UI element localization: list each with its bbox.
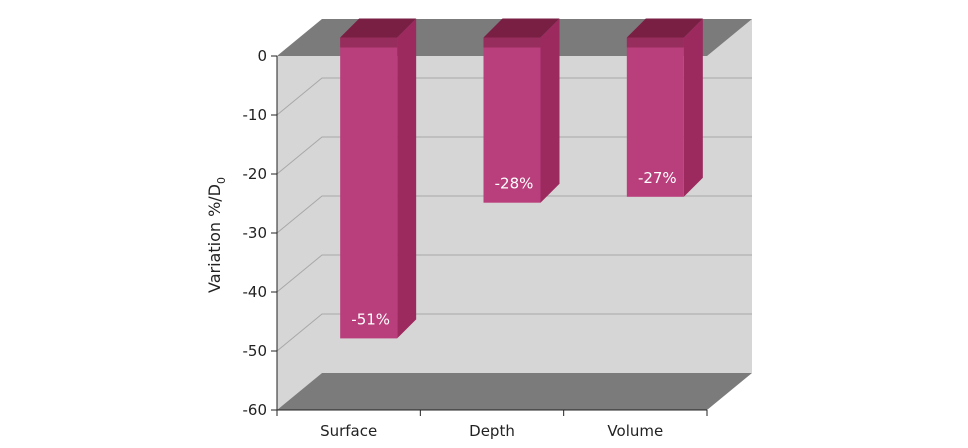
y-axis-title: Variation %/D0 [205, 177, 228, 293]
bar-depth: -28% [483, 18, 560, 203]
bar-top [626, 18, 703, 38]
bar-front [483, 37, 541, 203]
data-label: -51% [351, 310, 390, 328]
category-label: Volume [607, 422, 663, 440]
bar-side [683, 18, 703, 197]
gridline [276, 136, 752, 175]
bar-front [626, 37, 684, 197]
category-label: Depth [469, 422, 515, 440]
bar-front [340, 37, 398, 339]
category-labels: Surface Depth Volume [320, 422, 663, 440]
gridline [276, 195, 752, 234]
y-tick-label: -50 [243, 342, 268, 360]
y-tick-labels: 0 -10 -20 -30 -40 -50 -60 [243, 47, 268, 419]
bar-top [340, 18, 417, 38]
bar-cap [626, 37, 684, 48]
bar-top [483, 18, 560, 38]
y-tick-label: -10 [243, 106, 268, 124]
gridline [276, 254, 752, 293]
y-tick-label: 0 [257, 47, 267, 65]
y-tick-label: -20 [243, 165, 268, 183]
bar-volume: -27% [626, 18, 703, 197]
gridline [276, 77, 752, 116]
gridlines [276, 77, 752, 352]
bar-side [540, 18, 560, 203]
category-label: Surface [320, 422, 377, 440]
y-axis-title-subscript: 0 [215, 177, 228, 184]
data-label: -28% [495, 175, 534, 193]
data-label: -27% [638, 169, 677, 187]
axes [271, 55, 708, 416]
y-tick-label: -30 [243, 224, 268, 242]
bar-cap [340, 37, 398, 48]
y-tick-label: -60 [243, 401, 268, 419]
y-tick-label: -40 [243, 283, 268, 301]
bars: -51% -28% -27% [340, 18, 703, 339]
floor-plane [277, 373, 752, 410]
bar-cap [483, 37, 541, 48]
gridline [276, 313, 752, 352]
bar-surface: -51% [340, 18, 417, 339]
bar-side [397, 18, 417, 339]
y-axis-title-text: Variation %/D [205, 184, 224, 293]
